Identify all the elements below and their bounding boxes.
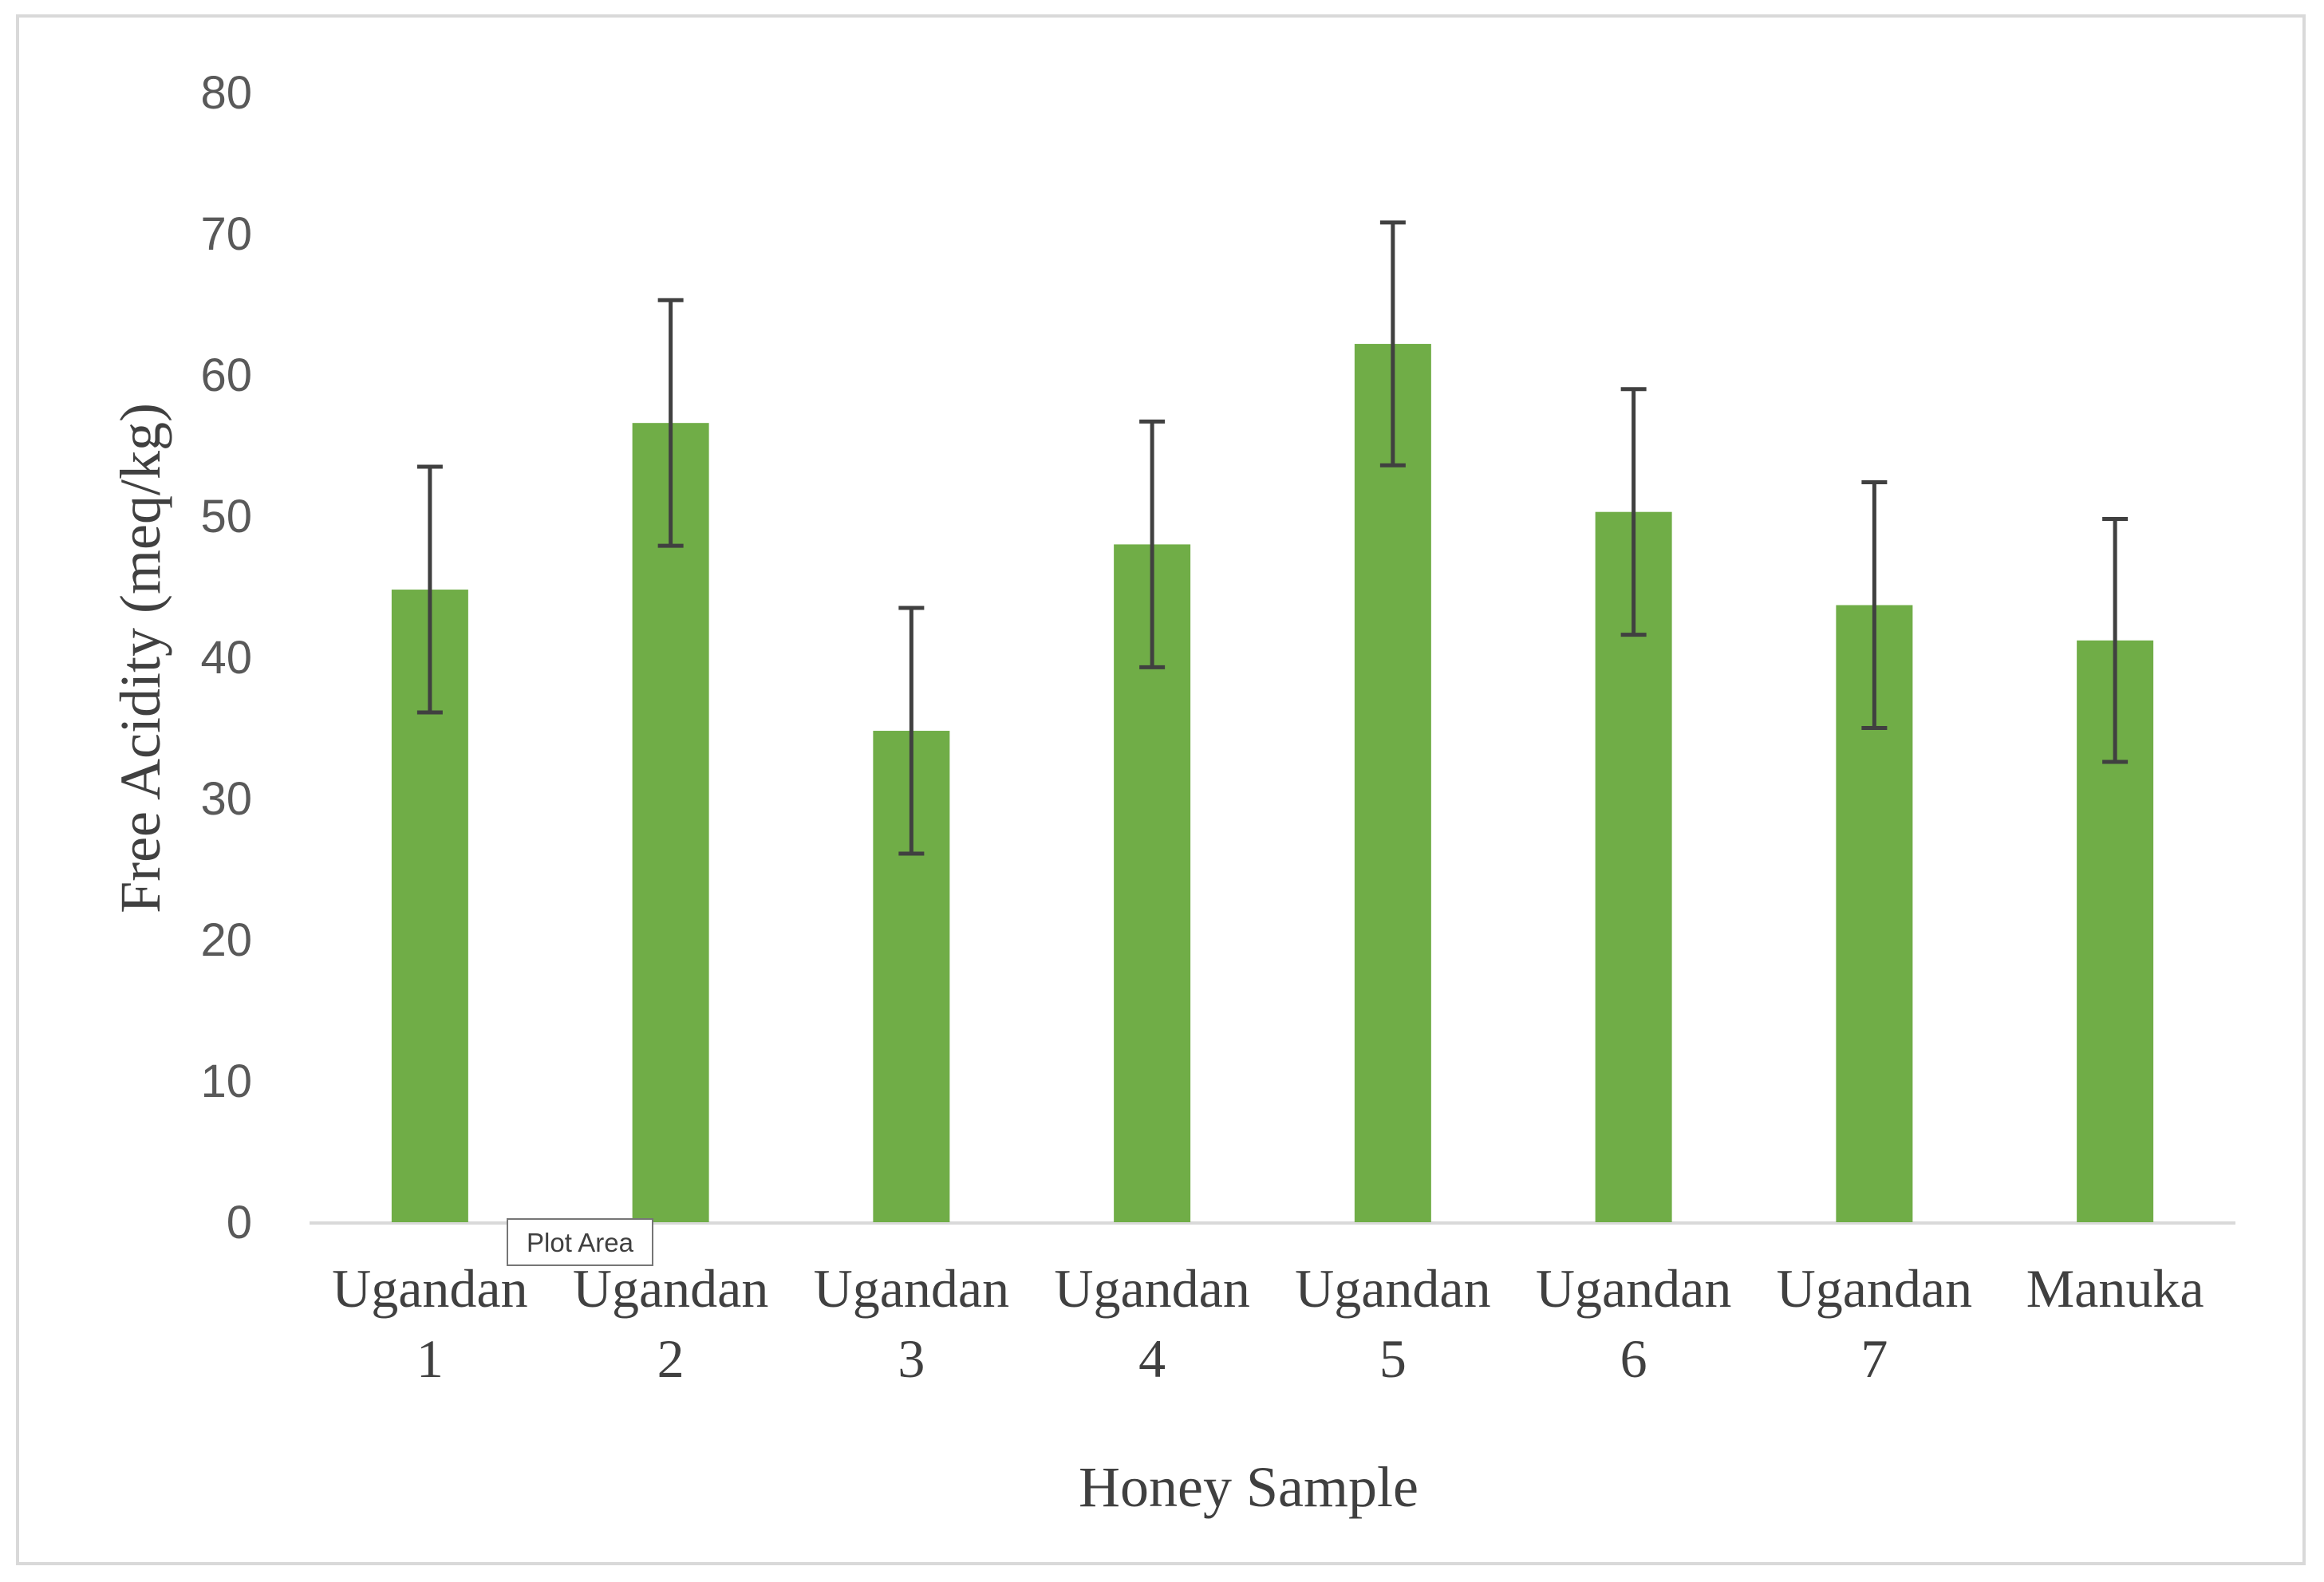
bars — [391, 344, 2154, 1222]
x-tick-label-line: 2 — [657, 1328, 685, 1389]
y-axis-ticks: 0 10 20 30 40 50 60 70 80 — [200, 67, 252, 1249]
error-bars — [416, 220, 2129, 856]
error-bar — [1861, 480, 1888, 730]
y-tick-label: 10 — [200, 1055, 252, 1107]
y-tick-label: 40 — [200, 632, 252, 684]
error-bar — [2102, 517, 2129, 764]
x-tick-label-line: Ugandan — [1536, 1258, 1731, 1319]
x-axis-ticks: Ugandan 1 Ugandan 2 Ugandan 3 Ugandan 4 Ugandan 5… — [332, 1258, 2204, 1389]
x-tick-label-line: Ugandan — [1777, 1258, 1972, 1319]
x-tick-label: Ugandan 1 — [332, 1258, 527, 1389]
y-tick-label: 50 — [200, 491, 252, 542]
error-bar — [1620, 387, 1647, 637]
error-bar — [1139, 419, 1166, 669]
x-tick-label-line: Ugandan — [1295, 1258, 1490, 1319]
plot-area-tooltip: Plot Area — [507, 1218, 653, 1266]
x-tick-label: Ugandan 4 — [1054, 1258, 1249, 1389]
x-axis-title: Honey Sample — [1079, 1455, 1418, 1519]
x-tick-label-line: Ugandan — [814, 1258, 1009, 1319]
x-tick-label-line: Ugandan — [332, 1258, 527, 1319]
y-axis-title: Free Acidity (meq/kg) — [109, 403, 172, 913]
tooltip-box — [507, 1218, 653, 1266]
x-tick-label-line: 7 — [1860, 1328, 1888, 1389]
error-bar — [1379, 220, 1406, 467]
y-tick-label: 70 — [200, 208, 252, 260]
y-tick-label: 20 — [200, 914, 252, 966]
error-bar — [416, 464, 443, 715]
y-tick-label: 30 — [200, 773, 252, 825]
x-tick-label: Ugandan 6 — [1536, 1258, 1731, 1389]
x-tick-label-line: 5 — [1379, 1328, 1407, 1389]
y-tick-label: 60 — [200, 349, 252, 401]
x-tick-label-line: 1 — [416, 1328, 444, 1389]
x-tick-label-line: Manuka — [2026, 1258, 2204, 1319]
x-tick-label: Ugandan 3 — [814, 1258, 1009, 1389]
error-bar — [657, 298, 684, 548]
y-tick-label: 80 — [200, 67, 252, 119]
y-tick-label: 0 — [227, 1197, 252, 1249]
bar — [1354, 344, 1431, 1222]
x-tick-label-line: Ugandan — [1054, 1258, 1249, 1319]
x-tick-label: Manuka — [2026, 1258, 2204, 1319]
tooltip-label: Plot Area — [527, 1228, 634, 1257]
x-tick-label: Ugandan 5 — [1295, 1258, 1490, 1389]
x-tick-label: Ugandan 7 — [1777, 1258, 1972, 1389]
error-bar — [898, 606, 925, 856]
x-tick-label-line: 6 — [1620, 1328, 1647, 1389]
x-tick-label-line: Ugandan — [573, 1258, 768, 1319]
x-tick-label-line: 4 — [1138, 1328, 1166, 1389]
x-tick-label: Ugandan 2 — [573, 1258, 768, 1389]
x-tick-label-line: 3 — [898, 1328, 925, 1389]
bar — [632, 423, 709, 1222]
